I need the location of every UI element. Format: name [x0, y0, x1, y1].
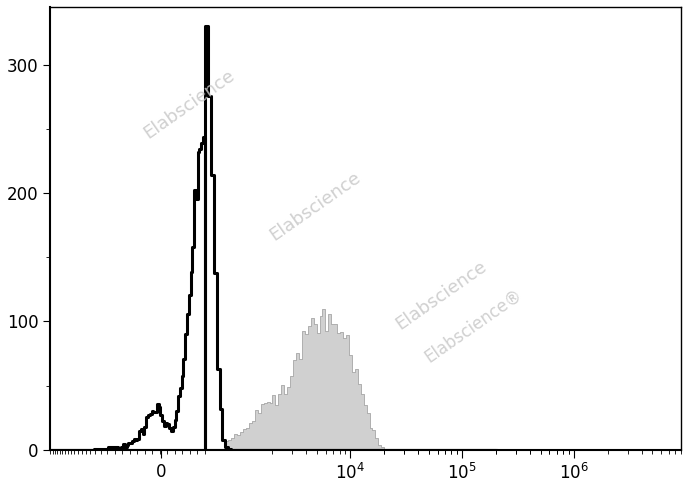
Text: Elabscience®: Elabscience® [421, 286, 525, 366]
Text: Elabscience: Elabscience [266, 168, 364, 244]
Text: Elabscience: Elabscience [140, 66, 238, 143]
Text: Elabscience: Elabscience [392, 257, 491, 333]
